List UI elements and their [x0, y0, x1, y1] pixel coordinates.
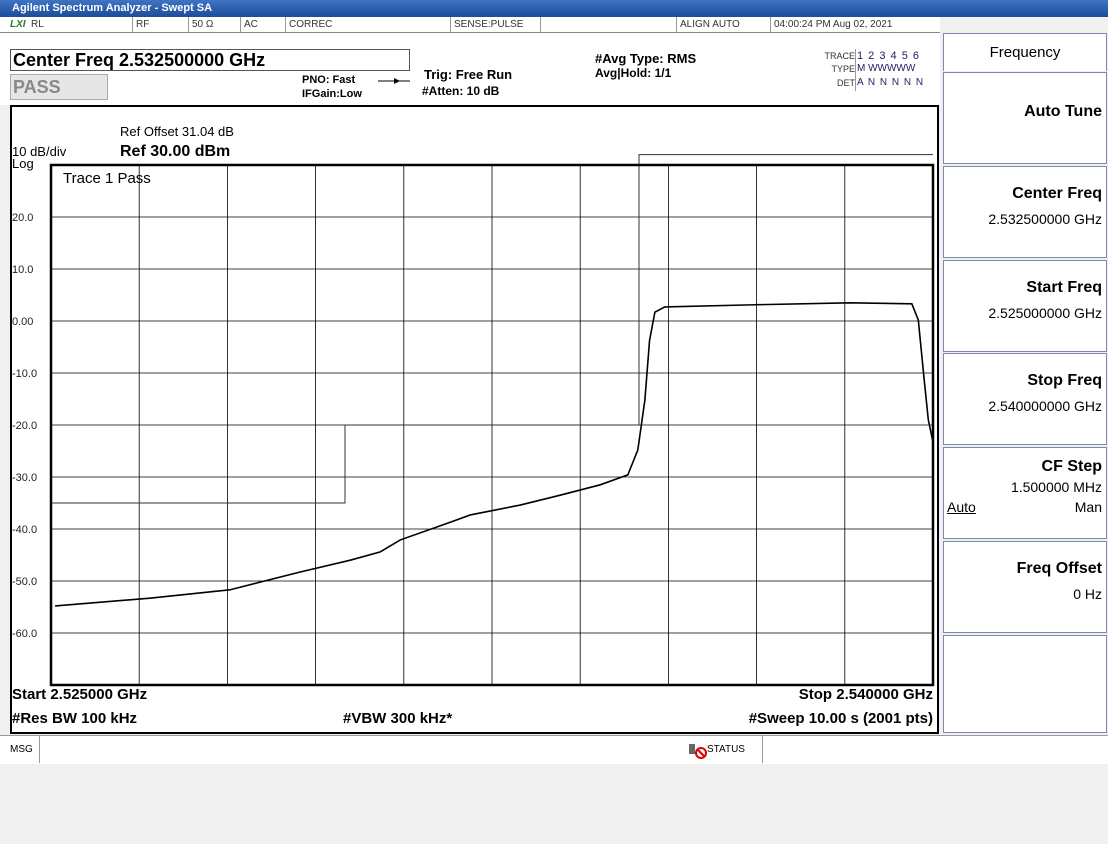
trace-label: TRACE	[824, 51, 855, 61]
softkey[interactable]: Stop Freq 2.540000000 GHz	[943, 353, 1107, 445]
softkey-value: 1.500000 MHz	[1010, 479, 1102, 495]
status-item: SENSE:PULSE	[450, 17, 523, 32]
softkey-label: Center Freq	[1012, 185, 1102, 202]
plot-frame	[49, 163, 935, 687]
softkey-label: Stop Freq	[1027, 372, 1102, 389]
y-tick-label: -10.0	[12, 368, 37, 380]
status-item: RF	[132, 17, 149, 32]
y-tick-label: -60.0	[12, 628, 37, 640]
softkey-value: 2.525000000 GHz	[988, 305, 1102, 321]
y-tick-label: 20.0	[12, 212, 33, 224]
y-tick-label: -40.0	[12, 524, 37, 536]
spectrum-plot: 10 dB/div Log Ref Offset 31.04 dB Ref 30…	[12, 124, 935, 727]
scale-type: Log	[12, 156, 34, 171]
pass-indicator: PASS	[10, 74, 108, 100]
avg-hold: Avg|Hold: 1/1	[595, 66, 672, 80]
screen: Agilent Spectrum Analyzer - Swept SA LXI…	[0, 0, 1108, 764]
trace-values: 1 2 3 4 5 6	[857, 50, 920, 62]
type-label: TYPE	[831, 64, 855, 74]
trace	[55, 301, 934, 607]
softkey-option[interactable]: Man	[1074, 499, 1102, 515]
trig: Trig: Free Run	[424, 67, 513, 82]
y-tick-label: -20.0	[12, 420, 37, 432]
det-label: DET	[837, 78, 855, 88]
y-tick-label: -50.0	[12, 576, 37, 588]
softkey[interactable]: Auto Tune	[943, 72, 1107, 164]
vbw: #VBW 300 kHz*	[343, 710, 452, 727]
avg-type: #Avg Type: RMS	[595, 51, 697, 66]
ref-offset: Ref Offset 31.04 dB	[120, 124, 234, 139]
title-bar: Agilent Spectrum Analyzer - Swept SA	[0, 0, 1108, 17]
softkey[interactable]: Start Freq 2.525000000 GHz	[943, 260, 1107, 352]
status-item: CORREC	[285, 17, 332, 32]
pno: PNO: Fast	[302, 74, 356, 86]
softkey-label: CF Step	[1041, 458, 1102, 475]
ref-level: Ref 30.00 dBm	[120, 143, 230, 160]
softkey-empty	[943, 635, 1107, 733]
status-label: STATUS	[707, 744, 745, 755]
softkey-label: Start Freq	[1026, 279, 1102, 296]
softkey-value: 0 Hz	[1073, 586, 1102, 602]
softkey-label: Freq Offset	[1016, 560, 1102, 577]
softkey-value: 2.540000000 GHz	[988, 398, 1102, 414]
start-freq: Start 2.525000 GHz	[12, 686, 147, 703]
softkey[interactable]: CF Step 1.500000 MHz Auto Man	[943, 447, 1107, 539]
atten: #Atten: 10 dB	[422, 84, 500, 98]
y-tick-label: 10.0	[12, 264, 33, 276]
header: Center Freq 2.532500000 GHz PASS PNO: Fa…	[0, 33, 940, 105]
softkey-menu: Frequency	[943, 33, 1107, 71]
status-row: LXI RL RF 50 Ω AC CORREC SENSE:PULSE ALI…	[0, 17, 940, 33]
stop-freq: Stop 2.540000 GHz	[799, 686, 933, 703]
status-item: ALIGN AUTO	[676, 17, 740, 32]
y-tick-label: 0.00	[12, 316, 33, 328]
center-freq-readout[interactable]: Center Freq 2.532500000 GHz	[10, 49, 410, 71]
softkey[interactable]: Center Freq 2.532500000 GHz	[943, 166, 1107, 258]
scale: 10 dB/div	[12, 144, 67, 159]
limit-line	[51, 154, 933, 504]
status-item: 04:00:24 PM Aug 02, 2021	[770, 17, 892, 32]
rbw: #Res BW 100 kHz	[12, 710, 137, 727]
status-item: RL	[31, 19, 44, 30]
softkey-label: Auto Tune	[1024, 103, 1102, 120]
menu-title: Frequency	[989, 44, 1061, 61]
softkey-option[interactable]: Auto	[947, 499, 976, 515]
status-icon	[689, 744, 707, 759]
pno-arrow	[378, 78, 410, 84]
softkey[interactable]: Freq Offset 0 Hz	[943, 541, 1107, 633]
status-item: AC	[240, 17, 258, 32]
lxi-logo: LXI	[10, 19, 26, 30]
ifgain: IFGain:Low	[302, 88, 362, 100]
msg: MSG	[0, 736, 40, 763]
trace-status: Trace 1 Pass	[63, 170, 151, 187]
sweep: #Sweep 10.00 s (2001 pts)	[749, 710, 933, 727]
status-bar: MSG STATUS	[0, 735, 1108, 764]
type-values: M WWWWW	[857, 63, 916, 74]
y-tick-label: -30.0	[12, 472, 37, 484]
status-item: 50 Ω	[188, 17, 213, 32]
det-values: A N N N N N	[857, 77, 925, 88]
softkey-value: 2.532500000 GHz	[988, 211, 1102, 227]
